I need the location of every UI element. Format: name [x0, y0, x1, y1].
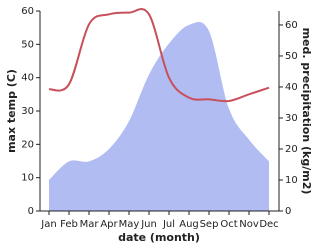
y2-tick-label: 0: [285, 206, 291, 217]
y2-tick-label: 40: [285, 82, 298, 93]
x-tick-label: Oct: [220, 219, 237, 230]
x-tick-label: Aug: [179, 219, 199, 230]
y2-axis-label: med. precipitation (kg/m2): [300, 28, 313, 195]
x-axis-label: date (month): [118, 231, 200, 244]
y-tick-label: 0: [28, 206, 34, 217]
x-tick-label: Feb: [60, 219, 78, 230]
y2-tick-label: 30: [285, 113, 298, 124]
y2-tick-label: 50: [285, 51, 298, 62]
y-tick-label: 40: [21, 73, 34, 84]
x-tick-label: Mar: [80, 219, 100, 230]
y-tick-label: 10: [21, 173, 34, 184]
x-tick-label: Jul: [162, 219, 175, 230]
y2-tick-label: 60: [285, 20, 298, 31]
y-axis-label: max temp (C): [5, 69, 18, 153]
precipitation-area: [49, 22, 269, 211]
x-tick-label: May: [119, 219, 140, 230]
temp-line: [48, 8, 270, 103]
y-tick-label: 20: [21, 139, 34, 150]
y2-tick-label: 10: [285, 175, 298, 186]
x-tick-label: Jan: [40, 219, 56, 230]
y-tick-label: 60: [21, 6, 34, 17]
x-tick-label: Nov: [239, 219, 259, 230]
y-tick-label: 30: [21, 106, 34, 117]
y-tick-label: 50: [21, 39, 34, 50]
x-tick-label: Apr: [100, 219, 118, 230]
y2-tick-label: 20: [285, 144, 298, 155]
x-tick-label: Dec: [259, 219, 278, 230]
x-tick-label: Jun: [140, 219, 157, 230]
x-tick-label: Sep: [200, 219, 219, 230]
